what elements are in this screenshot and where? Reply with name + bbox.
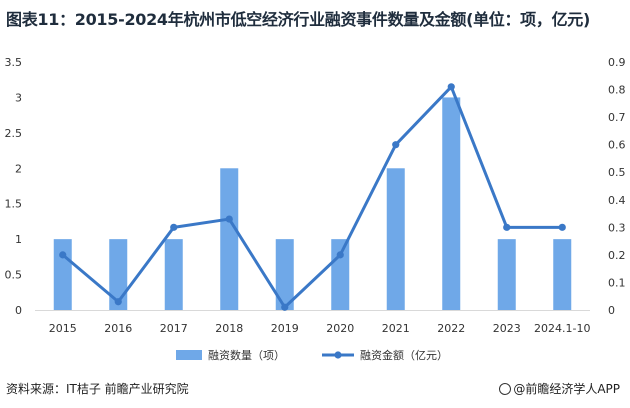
y-left-tick-label: 3 (15, 91, 22, 104)
line-point (225, 215, 233, 223)
legend-bar-label: 融资数量（项） (208, 349, 285, 362)
brand-text: @前瞻经济学人APP (513, 382, 620, 396)
line-point (503, 223, 511, 231)
x-tick-label: 2016 (104, 322, 132, 335)
y-right-tick-label: 0.6 (608, 139, 626, 152)
legend-bar-swatch (176, 350, 202, 360)
line-point (336, 251, 344, 259)
line-point (114, 298, 122, 306)
bar (331, 239, 350, 310)
x-tick-label: 2022 (437, 322, 465, 335)
chart-area: 0 0.5 1 1.5 2 2.5 3 3.5 0 0.1 0.2 0.3 0.4 0.5 0.6 0.7 0.… (0, 40, 630, 370)
x-tick-label: 2021 (382, 322, 410, 335)
y-left-tick-label: 1 (15, 233, 22, 246)
bar (386, 168, 405, 310)
y-left-tick-label: 1.5 (5, 198, 23, 211)
y-right-tick-label: 0.8 (608, 84, 626, 97)
y-right-tick-label: 0.1 (608, 276, 626, 289)
line-point (392, 141, 400, 149)
y-right-tick-label: 0 (608, 304, 615, 317)
line-series (61, 85, 563, 309)
line-point (59, 251, 67, 259)
chart-title: 图表11：2015-2024年杭州市低空经济行业融资事件数量及金额(单位：项，亿… (6, 10, 590, 29)
x-tick-label: 2020 (326, 322, 354, 335)
y-left-tick-label: 2.5 (5, 127, 23, 140)
y-left-tick-label: 2 (15, 162, 22, 175)
combo-chart: 0 0.5 1 1.5 2 2.5 3 3.5 0 0.1 0.2 0.3 0.4 0.5 0.6 0.7 0.… (5, 56, 626, 362)
line-point (447, 83, 455, 91)
bar (220, 168, 239, 310)
line-point (558, 223, 566, 231)
bar (553, 239, 572, 310)
y-left-tick-label: 0.5 (5, 269, 23, 282)
y-right-tick-label: 0.3 (608, 221, 626, 234)
bar (497, 239, 516, 310)
x-tick-label: 2018 (215, 322, 243, 335)
line-point (281, 303, 289, 311)
x-tick-label: 2017 (160, 322, 188, 335)
y-right-tick-label: 0.9 (608, 56, 626, 69)
brand-logo-icon (499, 383, 512, 395)
x-tick-label: 2024.1-10 (534, 322, 590, 335)
legend-line-marker (334, 351, 342, 359)
y-left-tick-label: 3.5 (5, 56, 23, 69)
x-tick-label: 2023 (493, 322, 521, 335)
bar (164, 239, 183, 310)
bar (53, 239, 72, 310)
y-right-tick-label: 0.4 (608, 194, 626, 207)
legend-line-label: 融资金额（亿元） (360, 348, 448, 362)
y-right-tick-label: 0.7 (608, 111, 626, 124)
bar (109, 239, 128, 310)
y-left-tick-label: 0 (15, 304, 22, 317)
bar (442, 97, 461, 310)
y-right-tick-label: 0.5 (608, 166, 626, 179)
line-point (170, 223, 178, 231)
bar (275, 239, 294, 310)
x-tick-label: 2015 (49, 322, 77, 335)
y-right-tick-label: 0.2 (608, 249, 626, 262)
source-note: 资料来源：IT桔子 前瞻产业研究院 (6, 382, 189, 396)
x-tick-label: 2019 (271, 322, 299, 335)
brand-credit: @前瞻经济学人APP (499, 380, 620, 397)
